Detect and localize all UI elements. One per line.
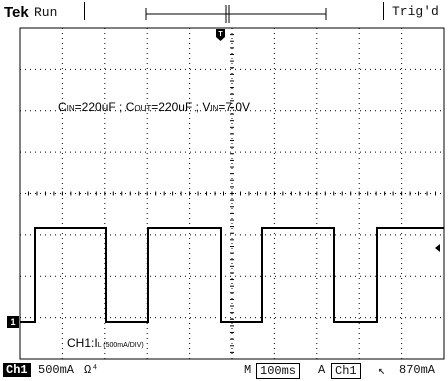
- trigger-source[interactable]: Ch1: [331, 363, 361, 379]
- trigger-position-icon: T: [216, 29, 225, 41]
- status-bar: Tek Run Trig'd: [0, 0, 448, 26]
- time-per-div[interactable]: 100ms: [256, 363, 301, 379]
- channel-indicator[interactable]: Ch1: [3, 363, 31, 377]
- timebase-prefix: M: [244, 363, 252, 377]
- brand-label: Tek: [4, 4, 29, 21]
- svg-text:T: T: [218, 31, 223, 38]
- record-length-bar: [145, 5, 327, 23]
- trigger-mode: A: [318, 363, 326, 377]
- status-divider: [383, 2, 384, 20]
- channel-scale-label: CH1:IL (500mA/DIV): [67, 336, 144, 350]
- trigger-status: Trig'd: [392, 4, 439, 19]
- trigger-level: 870mA: [399, 363, 436, 377]
- acquisition-state: Run: [34, 5, 58, 20]
- volts-per-div: 500mA: [38, 363, 75, 377]
- coupling-icon: Ω⁴: [84, 363, 99, 377]
- graticule-center-ticks: [19, 27, 445, 360]
- status-divider: [84, 2, 85, 20]
- trigger-slope-icon: ↖: [378, 364, 386, 378]
- circuit-conditions-label: CIN=220uF ; COUT=220uF ; VIN=7.0V: [58, 100, 251, 114]
- channel-1-ground-marker: 1: [7, 316, 19, 328]
- trigger-level-pointer: [435, 244, 440, 252]
- ch1-waveform: [20, 227, 444, 323]
- settings-bar: Ch1 500mA Ω⁴ M 100ms A Ch1 ↖ 870mA: [0, 361, 448, 381]
